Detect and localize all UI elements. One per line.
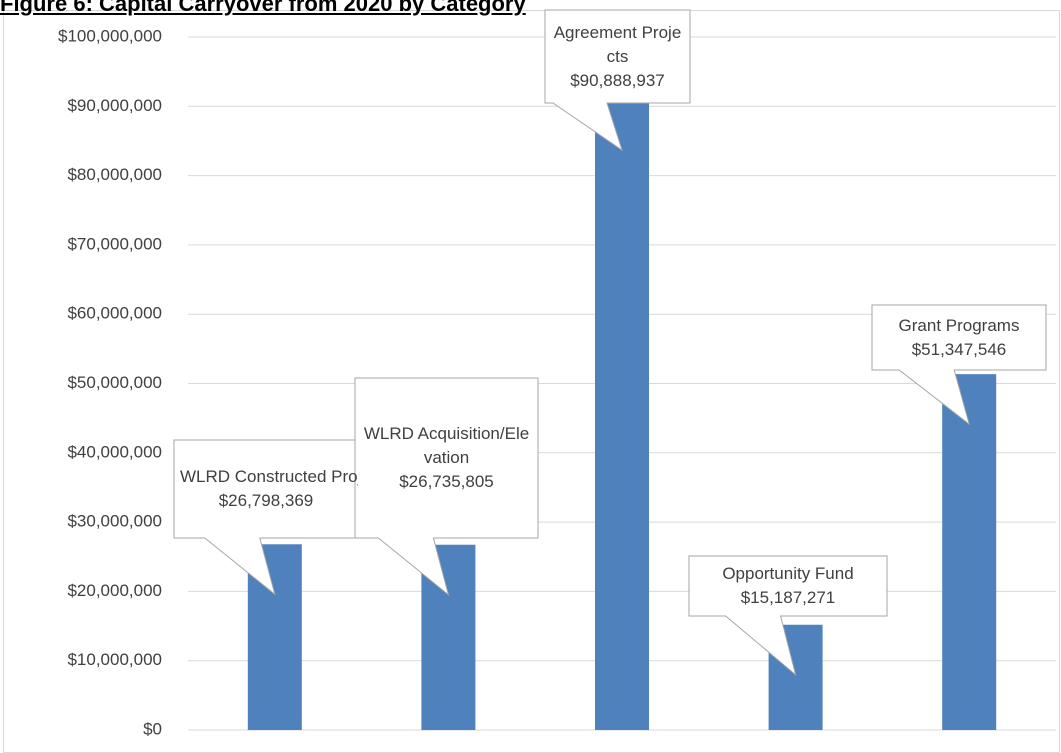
y-tick-label: $10,000,000 bbox=[67, 650, 162, 669]
data-label: $26,735,805 bbox=[399, 472, 494, 491]
y-tick-label: $20,000,000 bbox=[67, 581, 162, 600]
data-label: $15,187,271 bbox=[740, 588, 836, 607]
y-tick-label: $90,000,000 bbox=[67, 96, 162, 115]
callout-category: WLRD Acquisition/Elevation bbox=[363, 424, 530, 467]
y-tick-label: $30,000,000 bbox=[67, 512, 162, 531]
y-tick-label: $40,000,000 bbox=[67, 442, 162, 461]
callout: Opportunity Fund $15,187,271 bbox=[689, 556, 887, 616]
y-tick-label: $0 bbox=[143, 719, 162, 738]
callout: WLRD Acquisition/Elevation $26,735,805 bbox=[355, 378, 538, 538]
callout-box bbox=[688, 555, 888, 677]
y-tick-label: $80,000,000 bbox=[67, 165, 162, 184]
bar bbox=[942, 374, 997, 730]
callout-category: Agreement Projects bbox=[553, 22, 682, 66]
callout: Agreement Projects $90,888,937 bbox=[545, 10, 690, 103]
y-tick-label: $100,000,000 bbox=[58, 26, 162, 45]
y-tick-label: $70,000,000 bbox=[67, 234, 162, 253]
callout-box bbox=[871, 304, 1047, 426]
callout: WLRD Constructed Projects $26,798,369 bbox=[174, 440, 358, 538]
callout: Grant Programs $51,347,546 bbox=[872, 305, 1046, 370]
callout-category: Grant Programs bbox=[898, 315, 1020, 335]
data-label: $26,798,369 bbox=[218, 491, 314, 510]
data-label: $90,888,937 bbox=[570, 70, 665, 90]
data-label: $51,347,546 bbox=[911, 339, 1007, 359]
callout-box bbox=[544, 9, 691, 152]
bar bbox=[595, 100, 649, 731]
y-tick-label: $60,000,000 bbox=[67, 304, 162, 323]
callout-category: WLRD Constructed Projects bbox=[180, 467, 358, 486]
y-tick-label: $50,000,000 bbox=[67, 373, 162, 392]
callout-category: Opportunity Fund bbox=[722, 564, 854, 583]
callout-box bbox=[354, 377, 539, 597]
chart-title: Figure 6: Capital Carryover from 2020 by… bbox=[0, 0, 526, 16]
